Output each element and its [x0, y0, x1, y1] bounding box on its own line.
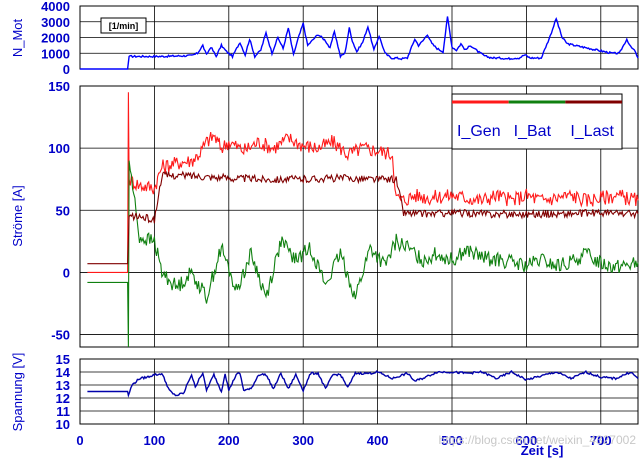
y-tick-label: 15 [56, 352, 70, 367]
y-tick-label: 2000 [41, 31, 70, 46]
x-tick-label: 700 [590, 433, 612, 448]
y-tick-label: 12 [56, 391, 70, 406]
series-line [87, 369, 639, 398]
y-tick-label: 10 [56, 417, 70, 432]
x-tick-label: 0 [76, 433, 83, 448]
unit-annotation: [1/min] [109, 21, 139, 31]
x-tick-label: 600 [516, 433, 538, 448]
x-axis-label: Zeit [s] [521, 443, 564, 458]
y-tick-label: 150 [48, 79, 70, 94]
y-axis-label: Ströme [A] [10, 185, 25, 246]
x-tick-label: 200 [218, 433, 240, 448]
panel-2: -50 0 50 100 150 Ströme [A] I_Gen I_Bat I_Last [10, 79, 639, 348]
y-tick-label: 1000 [41, 46, 70, 61]
y-tick-label: 50 [56, 203, 70, 218]
y-tick-label: 0 [63, 265, 70, 280]
unit-box [100, 17, 147, 34]
plot-frame [79, 358, 639, 425]
y-tick-label: -50 [51, 328, 70, 343]
legend: I_Gen I_Bat I_Last [451, 93, 623, 150]
series-line-i_gen [87, 92, 639, 273]
y-tick-label: 13 [56, 378, 70, 393]
legend-entry: I_Bat [514, 123, 552, 140]
y-tick-label: 11 [56, 404, 70, 419]
series-line-i_bat [87, 160, 639, 348]
y-tick-label: 100 [48, 141, 70, 156]
y-tick-label: 0 [63, 62, 70, 77]
x-tick-label: 500 [441, 433, 463, 448]
y-tick-label: 3000 [41, 15, 70, 30]
x-tick-label: 400 [367, 433, 389, 448]
series-line [80, 16, 639, 70]
y-tick-label: 4000 [41, 0, 70, 14]
x-tick-label: 300 [292, 433, 314, 448]
y-axis-label: N_Mot [10, 18, 25, 57]
y-axis-label: Spannung [V] [10, 353, 25, 432]
series-line-i_last [87, 170, 639, 265]
watermark: https://blog.csdn.net/weixin_4327002 [439, 433, 637, 447]
legend-entry: I_Gen [457, 123, 501, 140]
legend-entry: I_Last [570, 123, 614, 140]
y-tick-label: 14 [56, 365, 71, 380]
x-tick-label: 100 [144, 433, 166, 448]
